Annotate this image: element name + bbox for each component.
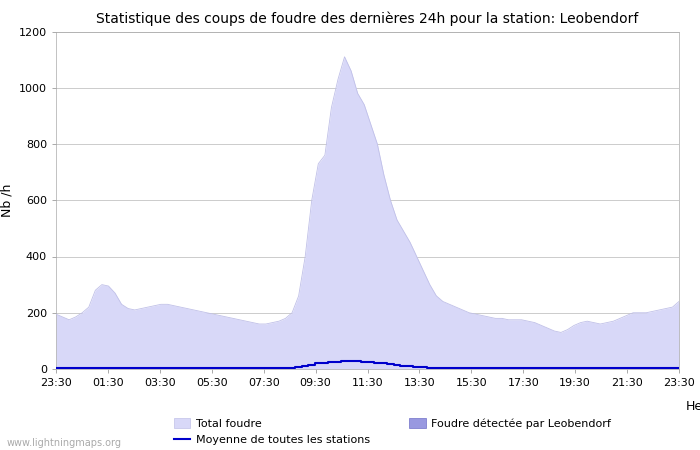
Title: Statistique des coups de foudre des dernières 24h pour la station: Leobendorf: Statistique des coups de foudre des dern… [97, 12, 638, 26]
Y-axis label: Nb /h: Nb /h [0, 184, 13, 217]
Legend: Total foudre, Moyenne de toutes les stations, Foudre détectée par Leobendorf: Total foudre, Moyenne de toutes les stat… [174, 418, 611, 445]
Text: Heure: Heure [686, 400, 700, 413]
Text: www.lightningmaps.org: www.lightningmaps.org [7, 438, 122, 448]
